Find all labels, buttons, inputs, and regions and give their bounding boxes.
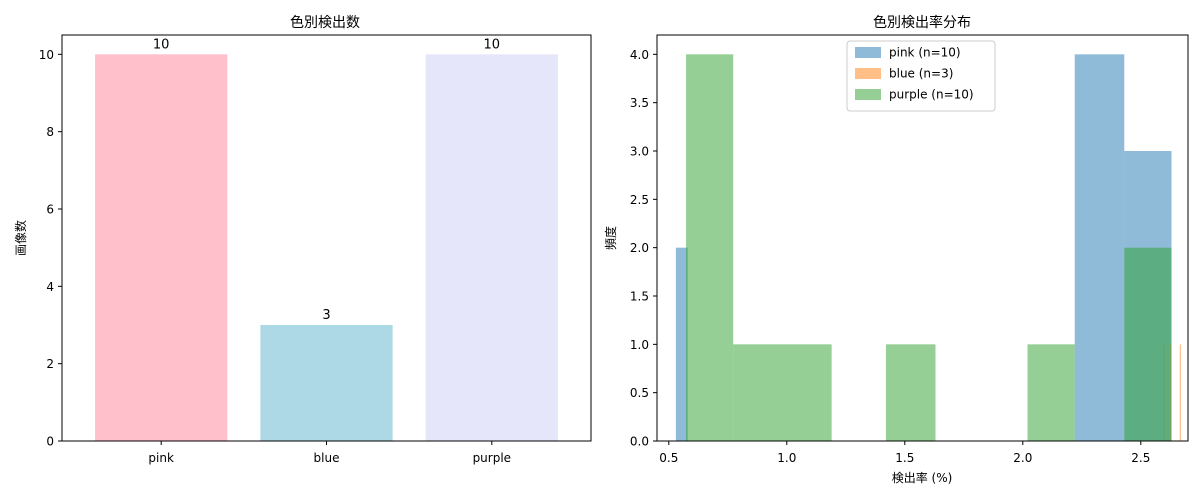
hist-bin-1 [1179,344,1181,441]
bar-chart: 色別検出数 10 3 10 0 2 4 6 8 10 pink blue purple 画像数 [13,14,592,465]
hist-bin-2 [780,344,832,441]
x-tick-label: 2.5 [1131,451,1150,465]
legend-swatch [855,68,881,79]
bar-value-label: 10 [153,37,170,52]
y-tick-label: 2 [46,357,54,371]
hist-bin-2 [686,54,734,441]
bar-chart-frame [61,34,592,442]
bar-pink [95,54,228,441]
y-tick-label: 4.0 [630,48,649,62]
y-tick-label: 3.5 [630,96,649,110]
bar-chart-title: 色別検出数 [290,14,360,31]
hist-bin-2 [1027,344,1075,441]
bar-blue [260,325,393,441]
x-tick-label: 1.5 [895,451,914,465]
hist-bin-0 [1074,54,1125,441]
legend-label: blue (n=3) [889,67,953,81]
bar-value-label: 3 [322,308,330,323]
y-tick-label: 0.5 [630,386,649,400]
y-tick-label: 10 [39,48,54,62]
y-tick-label: 2.5 [630,193,649,207]
y-tick-label: 8 [46,125,54,139]
y-tick-label: 3.0 [630,145,649,159]
x-tick-label: blue [314,451,340,465]
legend-box [846,40,996,112]
histogram-ylabel: 頻度 [603,226,618,250]
histogram-frame [656,34,1189,442]
hist-bin-2 [1124,247,1172,441]
y-tick-label: 2.0 [630,241,649,255]
y-tick-label: 1.5 [630,290,649,304]
y-tick-label: 1.0 [630,338,649,352]
legend-label: purple (n=10) [889,88,974,102]
y-tick-label: 0.0 [630,435,649,449]
x-tick-label: pink [148,451,174,465]
x-tick-label: 0.5 [659,451,678,465]
legend-swatch [855,47,881,58]
bar-purple [425,54,558,441]
x-tick-label: 1.0 [777,451,796,465]
y-tick-label: 0 [46,435,54,449]
histogram-title: 色別検出率分布 [873,14,971,31]
legend-label: pink (n=10) [889,46,961,60]
bar-value-label: 10 [484,37,501,52]
legend-swatch [855,89,881,100]
y-tick-label: 6 [46,203,54,217]
histogram-xlabel: 検出率 (%) [892,470,953,485]
bar-chart-ylabel: 画像数 [13,220,28,256]
hist-bin-0 [675,247,688,441]
histogram-chart: 色別検出率分布 0.0 0.5 1.0 1.5 2.0 2.5 3.0 3.5 4.0 0.5 1… [603,14,1189,485]
hist-bin-2 [733,344,781,441]
x-tick-label: purple [473,451,512,465]
x-tick-label: 2.0 [1013,451,1032,465]
histogram-legend: pink (n=10) blue (n=3) purple (n=10) [846,40,996,112]
hist-bin-2 [885,344,936,441]
y-tick-label: 4 [46,280,54,294]
